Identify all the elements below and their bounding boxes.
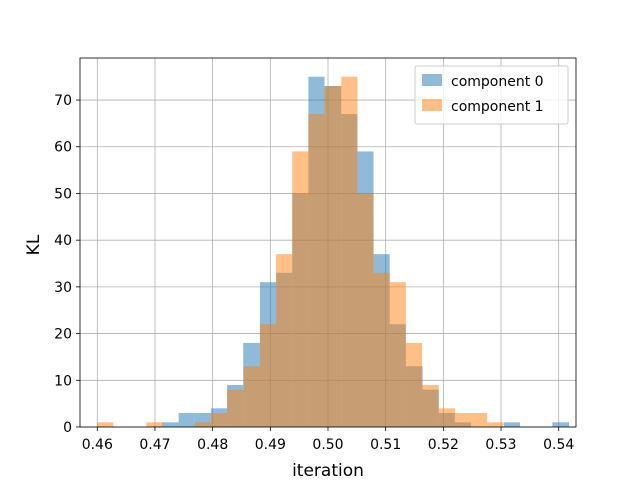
histogram-bars	[97, 76, 570, 428]
histogram-bar	[227, 389, 244, 427]
histogram-bar	[487, 422, 504, 427]
histogram-bar	[161, 422, 179, 427]
histogram-bar	[210, 412, 228, 427]
x-tick-label: 0.51	[370, 437, 401, 453]
legend-swatch	[422, 74, 442, 86]
histogram-bar	[178, 412, 195, 427]
histogram-bar	[373, 272, 390, 427]
histogram-bar	[97, 422, 114, 427]
legend-swatch	[422, 99, 442, 111]
x-tick-label: 0.54	[543, 437, 574, 453]
histogram-bar	[389, 282, 406, 427]
histogram-bar	[471, 412, 488, 427]
histogram-bar	[243, 366, 260, 427]
x-tick-label: 0.53	[485, 437, 516, 453]
x-tick-label: 0.46	[82, 437, 113, 453]
y-tick-label: 20	[54, 327, 72, 343]
legend-box	[414, 65, 569, 125]
histogram-bar	[259, 324, 277, 427]
y-tick-label: 10	[54, 373, 72, 389]
y-axis-label: KL	[24, 234, 44, 255]
y-tick-label: 30	[54, 280, 72, 296]
plot-area: 0.46 0.47 0.48 0.49 0.50 0.51 0.52 0.53 0.54 0 10 2…	[54, 57, 577, 453]
legend: component 0 component 1	[414, 65, 569, 125]
histogram-bar	[405, 342, 423, 427]
x-axis-label: iteration	[292, 461, 364, 480]
x-tick-label: 0.48	[197, 437, 228, 453]
histogram-bar	[146, 422, 163, 427]
histogram-bar	[194, 422, 211, 427]
histogram-bar	[324, 86, 342, 427]
histogram-bar	[341, 76, 358, 428]
legend-label: component 1	[451, 99, 544, 115]
histogram-bar	[292, 151, 309, 427]
y-tick-label: 40	[54, 233, 72, 249]
x-tick-label: 0.49	[255, 437, 286, 453]
x-tick-label: 0.47	[139, 437, 170, 453]
histogram-bar	[503, 422, 521, 427]
histogram-bar	[454, 412, 472, 427]
axis-ticks: 0.46 0.47 0.48 0.49 0.50 0.51 0.52 0.53 0.54 0 10 2…	[54, 93, 574, 453]
histogram-bar	[308, 114, 325, 428]
y-tick-label: 60	[54, 140, 72, 156]
x-tick-label: 0.52	[428, 437, 459, 453]
histogram-bar	[552, 422, 570, 427]
y-tick-label: 50	[54, 186, 72, 202]
y-tick-label: 70	[54, 93, 72, 109]
histogram-bar	[422, 384, 439, 427]
legend-label: component 0	[451, 74, 544, 90]
x-tick-label: 0.50	[312, 437, 343, 453]
histogram-bar	[276, 254, 293, 427]
histogram-bar	[438, 408, 455, 427]
series-1-bars	[97, 76, 504, 428]
histogram-bar	[357, 193, 374, 427]
y-tick-label: 0	[63, 420, 72, 436]
